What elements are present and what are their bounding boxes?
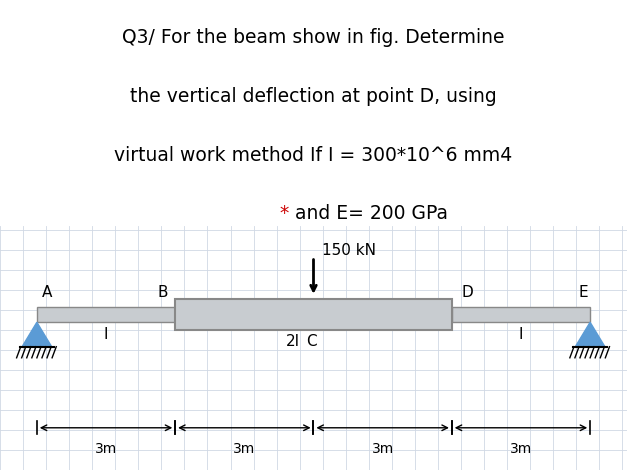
Text: 3m: 3m <box>510 442 532 456</box>
Bar <box>37 307 175 322</box>
Bar <box>452 307 590 322</box>
Text: 3m: 3m <box>372 442 394 456</box>
Polygon shape <box>22 322 51 347</box>
Text: 3m: 3m <box>233 442 255 456</box>
Bar <box>175 299 452 330</box>
Text: A: A <box>41 285 52 300</box>
Text: and E= 200 GPa: and E= 200 GPa <box>295 204 448 223</box>
Polygon shape <box>576 322 605 347</box>
Text: 3m: 3m <box>95 442 117 456</box>
Text: *: * <box>279 204 288 223</box>
Text: E: E <box>578 285 587 300</box>
Text: the vertical deflection at point D, using: the vertical deflection at point D, usin… <box>130 87 497 106</box>
Text: B: B <box>158 285 168 300</box>
Text: I: I <box>104 327 108 342</box>
Text: C: C <box>307 335 317 350</box>
Text: 2I: 2I <box>285 335 300 350</box>
Text: D: D <box>461 285 473 300</box>
Text: I: I <box>519 327 523 342</box>
Text: 150 kN: 150 kN <box>322 243 376 258</box>
Text: Q3/ For the beam show in fig. Determine: Q3/ For the beam show in fig. Determine <box>122 28 505 47</box>
Text: virtual work method If I = 300*10^6 mm4: virtual work method If I = 300*10^6 mm4 <box>114 146 513 164</box>
